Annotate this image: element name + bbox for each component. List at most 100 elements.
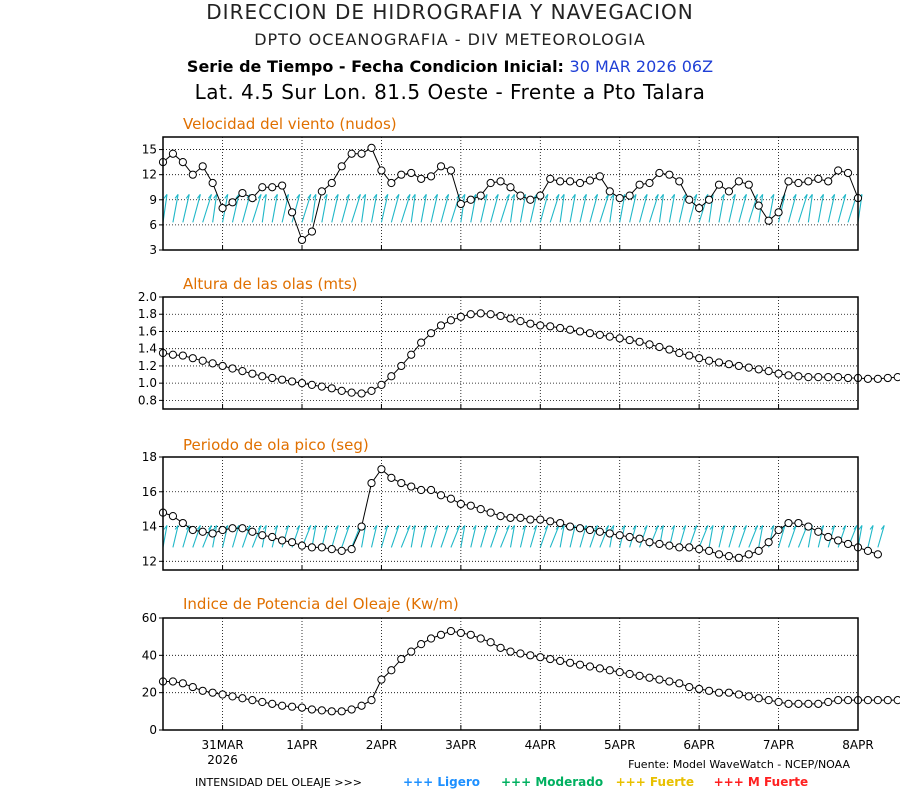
direction-arrow-head — [456, 525, 461, 530]
data-point — [516, 513, 525, 522]
data-point — [466, 501, 475, 510]
direction-arrow — [182, 194, 190, 223]
direction-arrow-head — [174, 525, 179, 530]
direction-arrow — [778, 525, 786, 548]
direction-arrow-head — [654, 194, 659, 199]
direction-arrow-head — [522, 525, 527, 530]
data-point — [238, 524, 247, 533]
data-point — [774, 525, 783, 535]
data-point — [546, 517, 555, 526]
data-point — [337, 162, 346, 171]
data-point — [506, 513, 515, 522]
data-point — [804, 699, 813, 708]
direction-arrow-head — [461, 194, 466, 199]
direction-arrow — [758, 525, 764, 548]
x-tick-label: 31MAR — [201, 738, 243, 752]
data-point — [278, 181, 287, 190]
direction-arrow — [351, 194, 361, 223]
direction-arrow — [271, 194, 278, 223]
direction-arrow-head — [373, 194, 378, 199]
direction-arrow-head — [560, 525, 565, 530]
direction-arrow — [361, 525, 367, 548]
source-note: Fuente: Model WaveWatch - NCEP/NOAA — [628, 758, 850, 771]
data-point — [347, 149, 356, 158]
direction-arrow — [500, 525, 510, 548]
direction-arrow-head — [196, 525, 201, 530]
direction-arrow — [172, 525, 179, 548]
direction-arrow-head — [709, 525, 714, 530]
data-point — [695, 684, 704, 694]
data-point — [784, 177, 793, 186]
y-tick-label: 1.2 — [138, 359, 157, 373]
data-point — [387, 666, 396, 675]
data-point — [198, 527, 207, 536]
data-point — [863, 546, 873, 555]
direction-arrow — [400, 525, 411, 548]
data-point — [307, 543, 317, 552]
direction-arrow-head — [384, 525, 389, 530]
direction-arrow-head — [571, 194, 576, 199]
initial-condition-date: 30 MAR 2026 06Z — [569, 57, 714, 76]
direction-arrow-head — [831, 194, 836, 199]
data-point — [714, 688, 724, 697]
data-point — [863, 696, 873, 705]
direction-arrow — [470, 194, 477, 223]
direction-arrow — [420, 194, 427, 223]
x-tick-label: 5APR — [604, 738, 635, 752]
data-point — [456, 312, 465, 321]
direction-arrow — [331, 194, 339, 223]
data-point — [506, 647, 515, 656]
data-point — [784, 699, 793, 708]
y-tick-label: 1.8 — [138, 307, 157, 321]
direction-arrow-head — [345, 525, 350, 530]
data-point — [714, 550, 724, 559]
direction-arrow — [172, 194, 179, 223]
direction-arrow-head — [362, 194, 367, 199]
data-point — [744, 180, 753, 189]
data-point — [704, 195, 714, 204]
direction-arrow — [579, 194, 587, 223]
data-point — [486, 638, 495, 647]
data-point — [258, 531, 267, 540]
data-point — [784, 371, 793, 380]
data-point — [198, 356, 207, 365]
direction-arrow — [519, 194, 527, 223]
data-point — [734, 553, 743, 562]
y-tick-label: 12 — [142, 168, 157, 182]
direction-arrow — [231, 525, 240, 548]
direction-arrow-head — [731, 525, 736, 530]
data-point — [595, 664, 604, 673]
data-point — [665, 170, 674, 179]
direction-arrow — [400, 194, 411, 223]
y-tick-label: 9 — [149, 193, 157, 207]
data-point — [565, 325, 575, 334]
data-point — [218, 204, 227, 213]
direction-arrow — [748, 525, 759, 548]
data-point — [595, 172, 604, 181]
data-point — [327, 384, 336, 393]
direction-arrow — [390, 194, 400, 223]
direction-arrow-head — [842, 194, 847, 199]
direction-arrow-head — [505, 525, 510, 530]
data-point — [208, 688, 217, 697]
data-point — [655, 539, 664, 549]
direction-arrow — [589, 194, 599, 223]
data-point — [764, 538, 773, 547]
direction-arrow — [738, 194, 747, 223]
data-point — [248, 696, 257, 705]
direction-arrow-head — [494, 525, 499, 530]
data-point — [168, 149, 178, 158]
legend-item: +++ Fuerte — [616, 775, 694, 789]
data-point — [575, 524, 585, 533]
direction-arrow-head — [185, 194, 190, 199]
direction-arrow-head — [582, 194, 587, 199]
direction-arrow-head — [671, 525, 675, 530]
direction-arrow-head — [842, 525, 847, 530]
data-point — [814, 373, 823, 382]
direction-arrow-head — [720, 194, 725, 199]
data-point — [675, 177, 684, 186]
direction-arrow — [539, 194, 549, 223]
direction-arrow-head — [544, 525, 549, 530]
data-point — [357, 522, 366, 531]
direction-arrow — [450, 194, 461, 223]
